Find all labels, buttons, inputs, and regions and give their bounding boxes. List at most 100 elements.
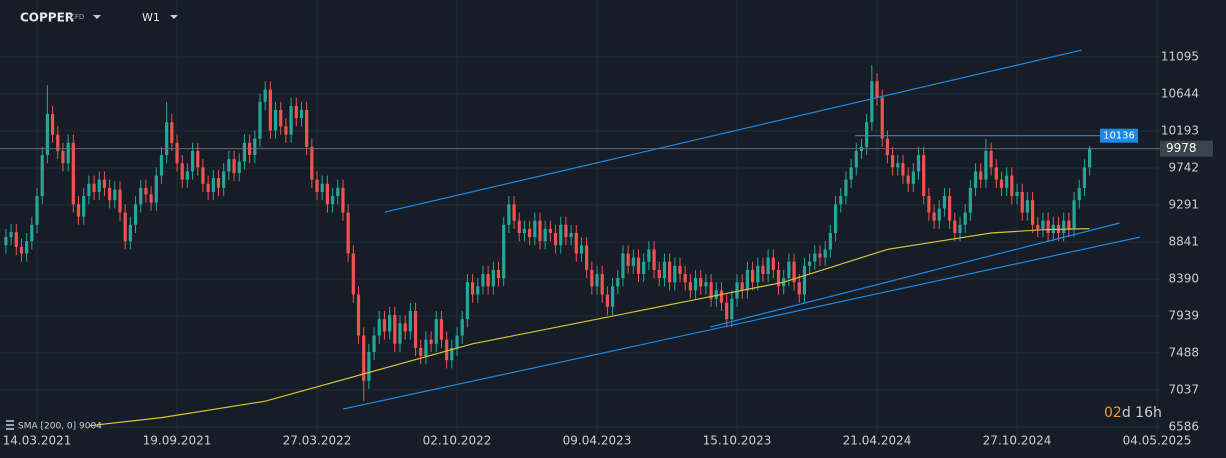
candle-body: [87, 183, 91, 197]
candle-body: [1025, 200, 1030, 213]
candle-body: [4, 237, 8, 246]
candle-body: [916, 155, 921, 172]
candle-body: [725, 302, 729, 320]
candle-body: [356, 294, 361, 336]
candle-body: [310, 146, 314, 180]
candle-body: [330, 196, 335, 205]
candle-body: [553, 233, 558, 246]
candle-body: [657, 269, 661, 279]
candle-body: [362, 335, 366, 381]
x-tick-label: 21.04.2024: [843, 434, 912, 448]
candle-body: [818, 253, 822, 258]
candle-body: [994, 167, 998, 180]
candle-body: [14, 232, 18, 247]
candle-body: [481, 274, 485, 287]
timeframe[interactable]: W1: [142, 11, 160, 24]
candle-body: [502, 224, 506, 279]
candle-body: [1005, 175, 1009, 188]
y-tick-label: 6586: [1168, 419, 1199, 433]
candle-body: [517, 220, 521, 234]
x-tick-label: 19.09.2021: [143, 434, 212, 448]
candle-body: [688, 282, 692, 291]
candle-body: [616, 278, 620, 287]
instrument: CFD: [70, 13, 84, 21]
candle-body: [1041, 220, 1045, 229]
timeframe-dropdown[interactable]: [170, 15, 178, 19]
candle-body: [144, 187, 148, 195]
candle-body: [367, 351, 371, 381]
current-price-box: [1160, 140, 1213, 157]
level-label-box: [1099, 128, 1138, 143]
candle-body: [465, 282, 469, 320]
candle-body: [1020, 191, 1024, 213]
candle-body: [40, 155, 44, 197]
candle-body: [709, 282, 713, 299]
candle-body: [1067, 220, 1071, 229]
candle-body: [445, 339, 449, 361]
candle-body: [341, 187, 345, 213]
candle-body: [128, 224, 132, 242]
candle-body: [704, 282, 708, 287]
candle-body: [828, 233, 832, 250]
candle-body: [1072, 200, 1076, 229]
candle-body: [439, 319, 444, 340]
candle-body: [133, 204, 138, 225]
candle-body: [9, 232, 13, 238]
candle-body: [968, 187, 972, 213]
candle-body: [652, 249, 656, 270]
candle-body: [823, 249, 827, 258]
candle-body: [662, 261, 667, 279]
candle-body: [139, 187, 143, 205]
candle-body: [61, 150, 65, 164]
candle-body: [429, 339, 433, 344]
candle-body: [320, 183, 324, 192]
candle-body: [486, 274, 490, 287]
candle-body: [305, 109, 309, 147]
sma-line: [88, 228, 1090, 427]
candle-body: [118, 189, 122, 213]
candle-body: [932, 212, 936, 221]
x-tick-label: 02.10.2022: [423, 434, 492, 448]
candle-body: [948, 196, 952, 221]
candle-body: [906, 175, 910, 184]
candle-body: [1088, 148, 1092, 168]
x-tick-label: 27.03.2022: [283, 434, 352, 448]
candle-body: [678, 265, 682, 275]
candle-body: [1082, 167, 1087, 188]
candle-body: [808, 261, 812, 266]
candle-body: [699, 278, 703, 287]
symbol[interactable]: COPPER: [20, 11, 74, 25]
x-tick-label: 14.03.2021: [3, 434, 72, 448]
candle-body: [154, 175, 158, 203]
candle-body: [66, 142, 70, 164]
candle-body: [201, 167, 205, 184]
candle-body: [455, 335, 459, 348]
candle-body: [844, 179, 848, 197]
candle-body: [413, 310, 418, 348]
candle-body: [833, 204, 838, 234]
candle-body: [398, 323, 402, 344]
candle-body: [911, 171, 915, 184]
candle-body: [149, 194, 153, 203]
candle-body: [76, 204, 81, 217]
candle-body: [1015, 191, 1019, 197]
candle-body: [237, 161, 241, 174]
indicator-icon[interactable]: [6, 420, 14, 430]
candle-body: [393, 315, 397, 344]
candle-body: [792, 261, 796, 283]
symbol-dropdown[interactable]: [93, 15, 101, 19]
candle-body: [82, 196, 86, 217]
candle-body: [880, 97, 884, 139]
candle-body: [206, 183, 210, 192]
candle-body: [45, 114, 49, 156]
candle-body: [403, 323, 407, 332]
candle-body: [408, 310, 412, 332]
candle-body: [605, 294, 609, 307]
candle-body: [636, 257, 641, 275]
countdown: 02d 16h: [1104, 405, 1162, 421]
candle-body: [735, 282, 739, 299]
candle-body: [388, 315, 392, 332]
candle-body: [263, 89, 267, 102]
candle-body: [19, 246, 24, 254]
